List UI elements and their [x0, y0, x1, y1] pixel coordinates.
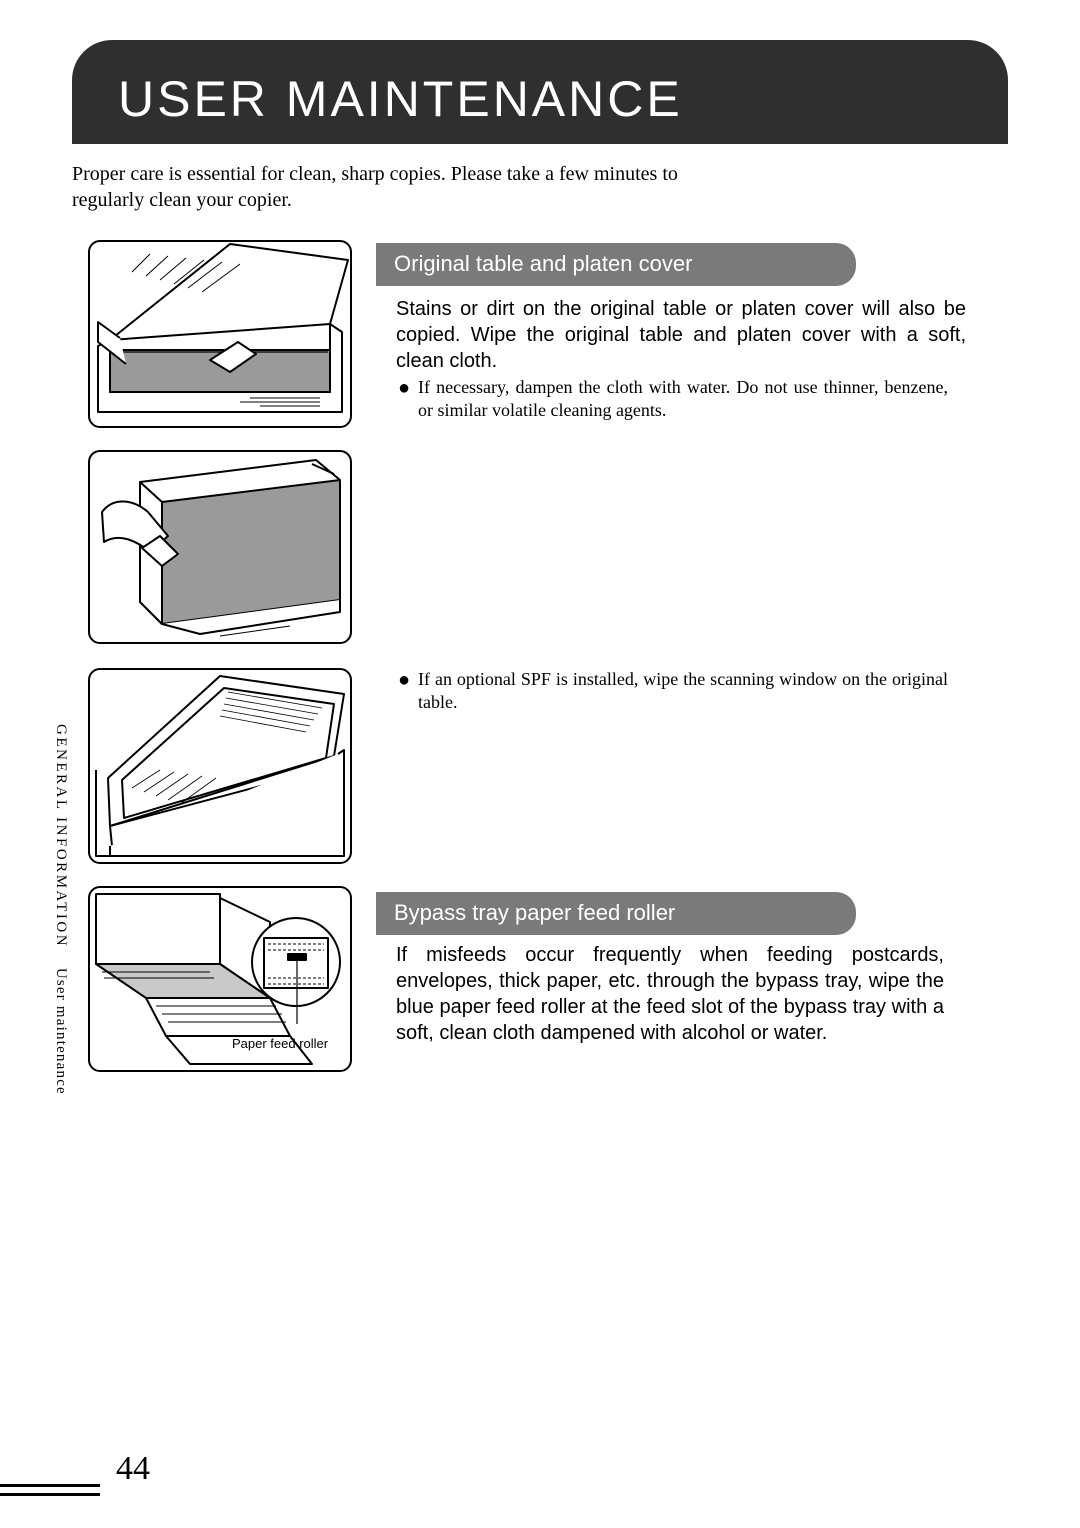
illustration-bypass-roller: Paper feed roller: [88, 886, 352, 1072]
page-title-bar: USER MAINTENANCE: [72, 40, 1008, 144]
section-header-bypass-roller: Bypass tray paper feed roller: [376, 892, 856, 935]
side-page-name: User maintenance: [53, 968, 69, 1095]
bullet-icon: ●: [398, 668, 418, 715]
section1-body: Stains or dirt on the original table or …: [396, 296, 966, 374]
illustration-platen-table: [88, 240, 352, 428]
side-running-head: GENERAL INFORMATION User maintenance: [52, 724, 69, 1095]
section1-bullet-2: ● If an optional SPF is installed, wipe …: [398, 668, 948, 715]
section2-body: If misfeeds occur frequently when feedin…: [396, 942, 944, 1046]
illustration-platen-cover: [88, 450, 352, 644]
page-number: 44: [116, 1450, 150, 1488]
page-title: USER MAINTENANCE: [72, 40, 1008, 128]
illustration-spf-window: [88, 668, 352, 864]
bullet-icon: ●: [398, 376, 418, 423]
page-number-mark: [0, 1478, 100, 1480]
side-section-name: GENERAL INFORMATION: [53, 724, 69, 948]
bullet-text: If necessary, dampen the cloth with wate…: [418, 376, 948, 423]
intro-paragraph: Proper care is essential for clean, shar…: [72, 162, 712, 213]
section-header-original-table: Original table and platen cover: [376, 243, 856, 286]
bullet-text: If an optional SPF is installed, wipe th…: [418, 668, 948, 715]
section1-bullet-1: ● If necessary, dampen the cloth with wa…: [398, 376, 948, 423]
callout-label: Paper feed roller: [232, 1036, 328, 1051]
